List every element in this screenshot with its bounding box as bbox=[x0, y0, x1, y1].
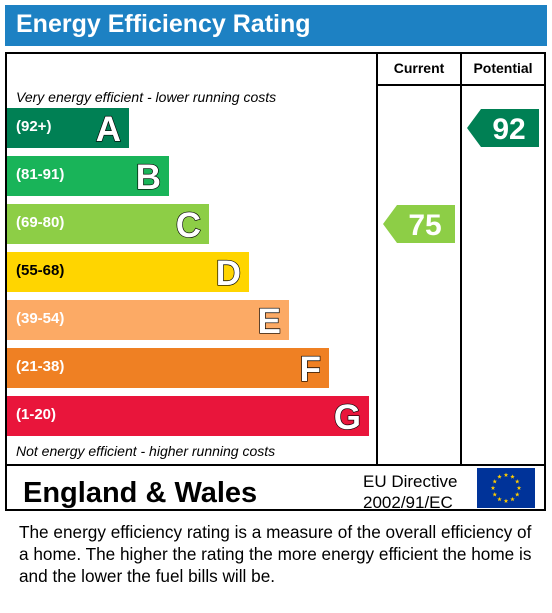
eu-star bbox=[510, 496, 515, 502]
eu-star bbox=[492, 479, 498, 484]
eu-star bbox=[503, 472, 509, 477]
eu-star bbox=[492, 492, 498, 497]
band-b: (81-91) B bbox=[7, 156, 169, 198]
potential-arrow-shape bbox=[467, 109, 539, 147]
band-f: (21-38) F bbox=[7, 348, 329, 390]
note-very-efficient: Very energy efficient - lower running co… bbox=[16, 89, 277, 105]
band-f-range: (21-38) bbox=[16, 358, 65, 375]
potential-column-header: Potential bbox=[473, 60, 533, 76]
eu-star bbox=[516, 485, 522, 490]
current-rating-arrow: 75 bbox=[383, 205, 455, 243]
potential-rating-value: 92 bbox=[492, 113, 525, 146]
current-rating-value: 75 bbox=[408, 209, 441, 242]
current-arrow-shape bbox=[383, 205, 455, 243]
eu-star bbox=[514, 479, 520, 484]
band-b-range: (81-91) bbox=[16, 166, 65, 183]
band-g-letter: G bbox=[334, 398, 361, 437]
footer-divider bbox=[7, 464, 544, 466]
band-d-range: (55-68) bbox=[16, 262, 65, 279]
eu-directive-line1: EU Directive bbox=[363, 472, 458, 491]
column-divider-potential bbox=[460, 54, 462, 464]
band-e-range: (39-54) bbox=[16, 310, 65, 327]
band-a: (92+) A bbox=[7, 108, 129, 150]
eu-flag-icon bbox=[477, 468, 535, 508]
band-a-range: (92+) bbox=[16, 118, 52, 135]
band-a-letter: A bbox=[96, 110, 121, 149]
band-d-letter: D bbox=[216, 254, 241, 293]
band-g: (1-20) G bbox=[7, 396, 369, 438]
eu-star bbox=[490, 485, 496, 490]
title-bar: Energy Efficiency Rating bbox=[5, 5, 547, 46]
chart-title: Energy Efficiency Rating bbox=[16, 10, 311, 38]
column-divider-current bbox=[376, 54, 378, 464]
band-c-range: (69-80) bbox=[16, 214, 65, 231]
eu-directive-line2: 2002/91/EC bbox=[363, 493, 453, 512]
potential-rating-arrow: 92 bbox=[467, 109, 539, 147]
eu-star bbox=[514, 492, 520, 497]
eu-star bbox=[510, 474, 515, 479]
region-label: England & Wales bbox=[23, 477, 258, 509]
band-f-letter: F bbox=[300, 350, 321, 389]
header-divider bbox=[376, 84, 546, 86]
eu-directive-label: EU Directive 2002/91/EC bbox=[363, 471, 457, 513]
eu-star bbox=[497, 474, 502, 479]
band-c-letter: C bbox=[176, 206, 201, 245]
band-e-letter: E bbox=[258, 302, 281, 341]
band-b-letter: B bbox=[136, 158, 161, 197]
energy-rating-chart: Current Potential Very energy efficient … bbox=[5, 52, 546, 513]
current-column-header: Current bbox=[393, 60, 445, 76]
band-d: (55-68) D bbox=[7, 252, 249, 294]
band-g-range: (1-20) bbox=[16, 406, 57, 423]
description-text: The energy efficiency rating is a measur… bbox=[19, 522, 532, 586]
eu-star bbox=[497, 496, 502, 502]
band-e: (39-54) E bbox=[7, 300, 289, 342]
eu-star bbox=[503, 498, 509, 503]
band-c: (69-80) C bbox=[7, 204, 209, 246]
note-not-efficient: Not energy efficient - higher running co… bbox=[16, 443, 276, 459]
